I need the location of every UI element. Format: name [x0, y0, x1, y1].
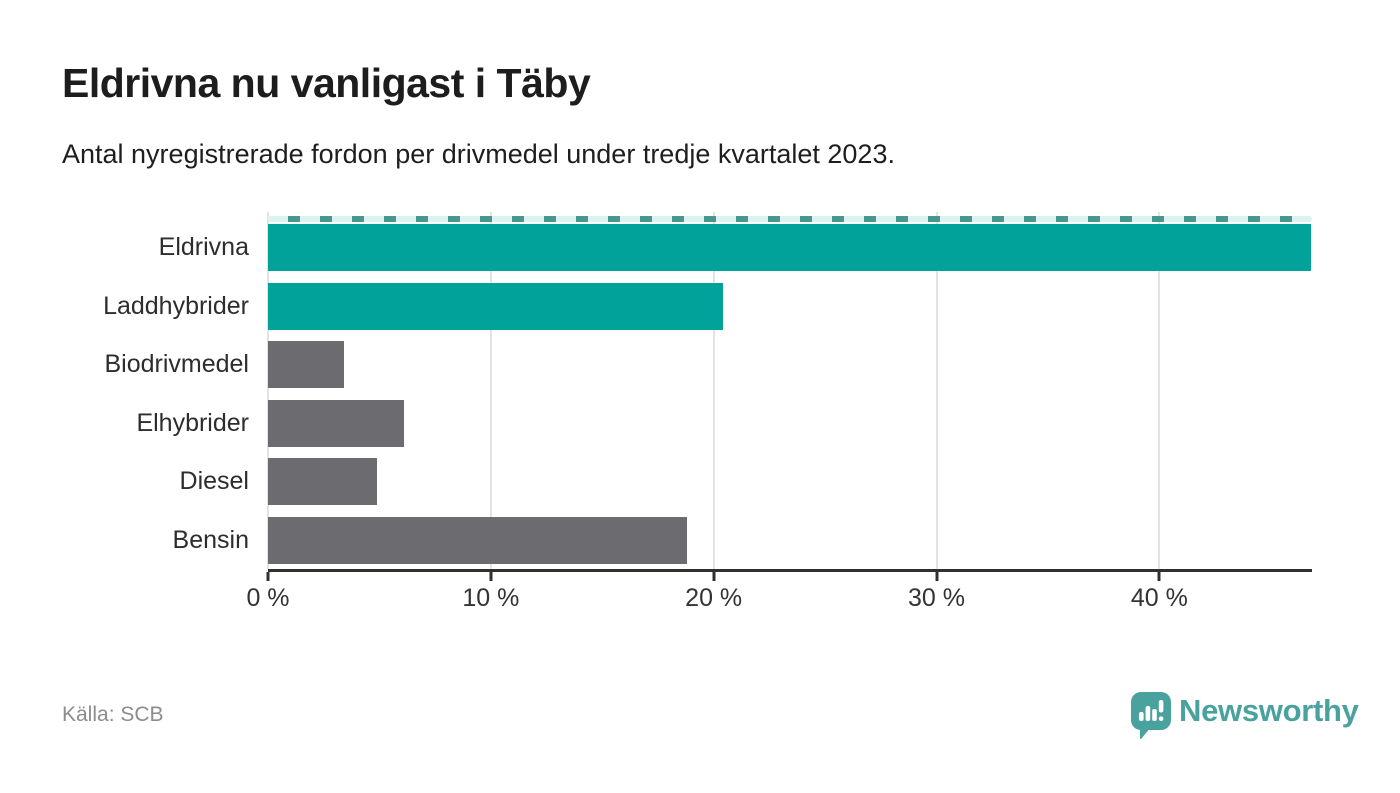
bar-biodrivmedel [268, 341, 344, 388]
gridline [489, 212, 492, 569]
x-axis-tick-label: 10 % [462, 584, 520, 612]
gridline [712, 212, 715, 569]
category-labels: Eldrivna Laddhybrider Biodrivmedel Elhybrid… [0, 212, 249, 570]
bar-diesel [268, 458, 378, 505]
category-label: Biodrivmedel [104, 350, 249, 378]
category-label: Laddhybrider [103, 291, 249, 320]
newsworthy-logo: Newsworthy [1131, 691, 1359, 743]
x-axis-tick [935, 572, 939, 581]
gridline [1158, 212, 1161, 569]
x-axis-tick [1157, 572, 1161, 581]
plot-area: 0 % 10 % 20 % 30 % 40 % [246, 212, 1312, 612]
newsworthy-logo-icon [1131, 692, 1171, 740]
category-label: Eldrivna [158, 233, 249, 261]
source-note: Källa: SCB [62, 703, 164, 726]
newsworthy-wordmark: Newsworthy [1179, 693, 1359, 728]
bar-bensin [268, 516, 687, 564]
x-axis-line [268, 569, 1312, 572]
x-axis-tick [489, 572, 493, 581]
top-dashed-edge [268, 216, 1312, 222]
x-axis-tick [266, 572, 270, 581]
x-axis-tick-label: 40 % [1130, 584, 1188, 612]
chart-title: Eldrivna nu vanligast i Täby [62, 60, 591, 106]
x-axis-tick-label: 0 % [246, 584, 290, 612]
bar-laddhybrider [268, 282, 723, 330]
x-axis-tick-label: 30 % [908, 584, 966, 612]
category-label: Diesel [179, 467, 249, 495]
category-label: Elhybrider [136, 408, 249, 437]
chart-subtitle: Antal nyregistrerade fordon per drivmede… [62, 139, 895, 169]
gridline [267, 212, 269, 569]
x-axis-tick [712, 572, 716, 581]
x-axis-tick-label: 20 % [685, 584, 743, 612]
gridline [935, 212, 938, 569]
bar-eldrivna [268, 224, 1311, 271]
bar-elhybrider [268, 399, 404, 447]
category-label: Bensin [172, 525, 249, 554]
